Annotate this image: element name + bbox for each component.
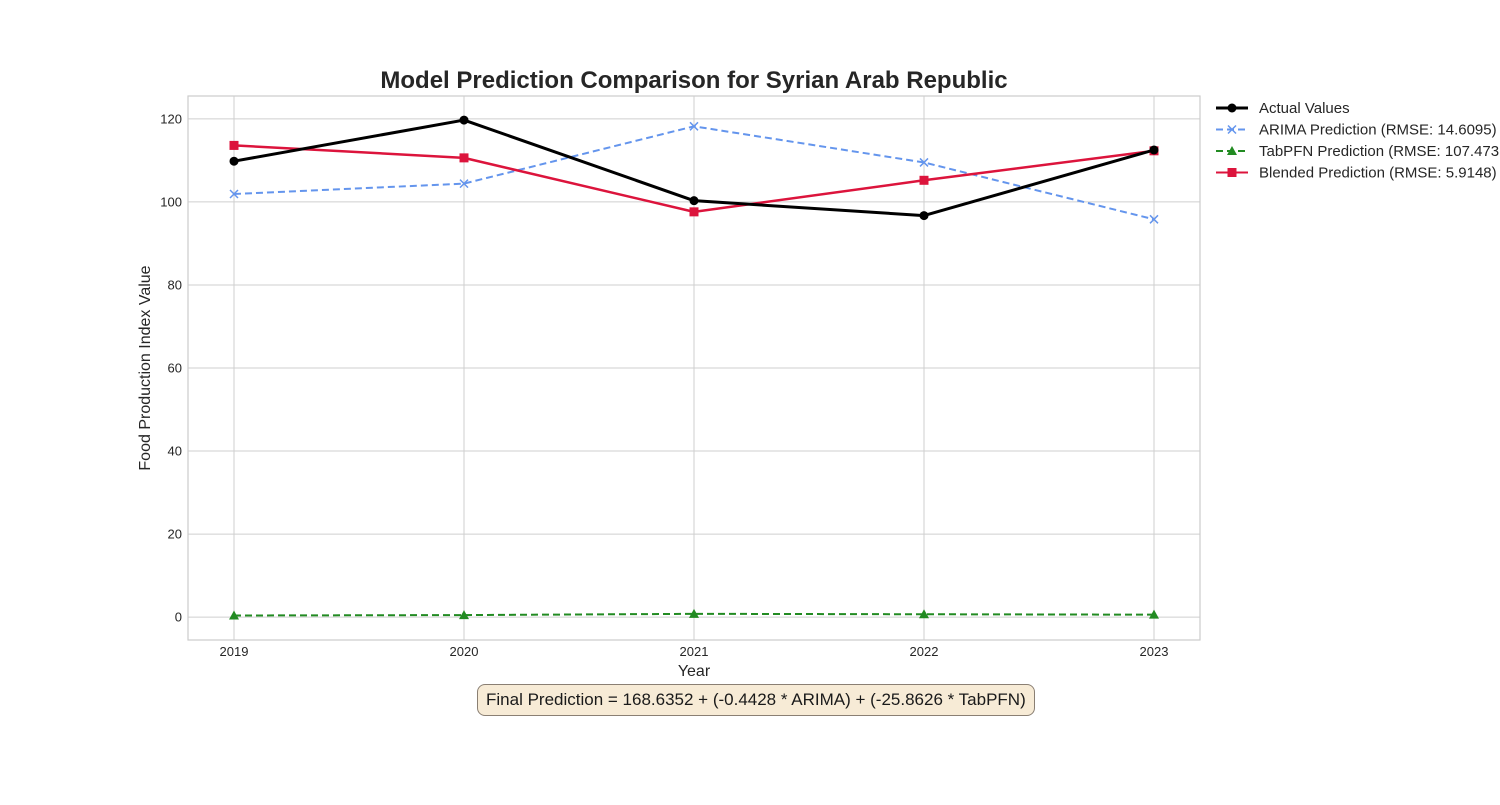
series-1 [229,121,1159,224]
data-point [229,156,239,166]
legend-item: Blended Prediction (RMSE: 5.9148) [1216,165,1497,182]
legend-label: TabPFN Prediction (RMSE: 107.473 [1259,143,1499,160]
x-axis-ticks: 2019 2020 2021 2022 2023 [220,644,1169,659]
y-tick-label: 20 [168,527,182,542]
x-tick-label: 2020 [450,644,479,659]
data-point [919,211,929,221]
chart-title: Model Prediction Comparison for Syrian A… [380,67,1007,94]
data-point [229,189,239,199]
data-point [689,196,699,206]
y-axis-ticks: 0 20 40 60 80 100 120 [160,111,182,624]
data-point [459,179,469,189]
data-point [689,121,699,131]
data-point [459,153,469,163]
legend-marker [1227,168,1237,177]
data-point [229,140,239,150]
data-point [919,175,929,185]
plot-area-frame [187,95,1201,641]
legend: Actual Values ARIMA Prediction (RMSE: 14.… [1216,100,1499,182]
y-tick-label: 60 [168,361,182,376]
legend-marker [1227,146,1237,155]
y-tick-label: 0 [175,610,182,625]
data-point [229,610,239,620]
x-axis-title: Year [678,663,711,680]
x-tick-label: 2022 [910,644,939,659]
data-point [1149,145,1159,155]
series-layer [229,115,1159,620]
x-tick-label: 2019 [220,644,249,659]
gridlines [188,96,1200,640]
y-tick-label: 40 [168,444,182,459]
y-tick-label: 100 [160,194,182,209]
series-0 [229,115,1159,221]
legend-item: TabPFN Prediction (RMSE: 107.473 [1216,143,1499,160]
data-point [689,207,699,217]
y-tick-label: 80 [168,277,182,292]
data-point [919,609,929,619]
legend-marker [1227,103,1237,113]
legend-label: Blended Prediction (RMSE: 5.9148) [1259,165,1497,182]
y-axis-title: Food Production Index Value [137,265,154,470]
formula-annotation: Final Prediction = 168.6352 + (-0.4428 *… [477,684,1035,716]
data-point [689,608,699,618]
legend-label: ARIMA Prediction (RMSE: 14.6095) [1259,122,1497,139]
y-tick-label: 120 [160,111,182,126]
data-point [1149,214,1159,224]
data-point [459,115,469,125]
data-point [459,610,469,620]
data-point [919,157,929,167]
series-2 [229,608,1159,620]
legend-label: Actual Values [1259,100,1350,117]
data-point [1149,609,1159,619]
x-tick-label: 2023 [1140,644,1169,659]
legend-marker [1227,124,1237,135]
legend-item: ARIMA Prediction (RMSE: 14.6095) [1216,122,1497,139]
x-tick-label: 2021 [680,644,709,659]
legend-item: Actual Values [1216,100,1350,117]
